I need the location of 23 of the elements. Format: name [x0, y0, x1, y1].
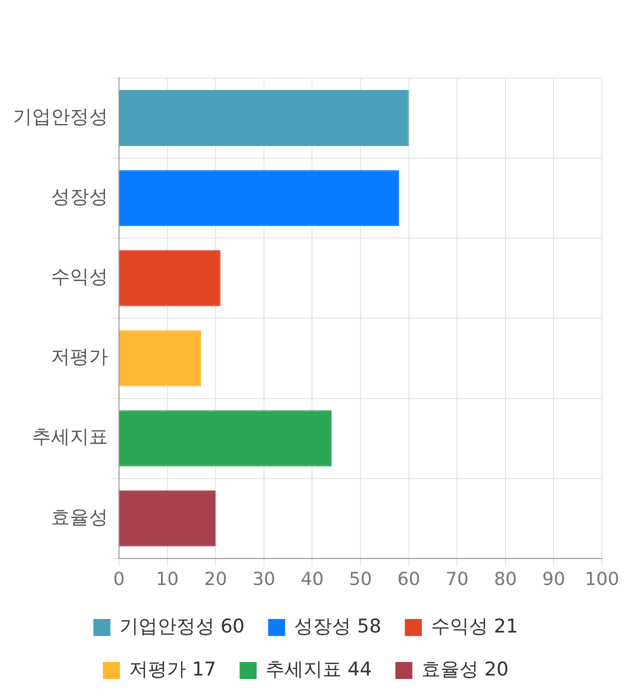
legend-label: 추세지표 44: [266, 658, 372, 680]
x-tick-label: 10: [156, 568, 179, 590]
x-tick-label: 20: [204, 568, 228, 590]
y-tick-label: 기업안정성: [13, 106, 108, 128]
x-tick-label: 60: [397, 568, 420, 590]
y-tick-label: 성장성: [51, 186, 108, 208]
x-tick-label: 0: [113, 568, 125, 590]
x-tick-label: 40: [300, 568, 324, 590]
legend-label: 성장성 58: [294, 615, 382, 638]
y-tick-label: 추세지표: [32, 426, 108, 448]
x-tick-label: 30: [252, 568, 276, 590]
legend-label: 기업안정성 60: [119, 615, 245, 638]
y-tick-label: 저평가: [51, 346, 108, 368]
legend-label: 저평가 17: [128, 658, 216, 680]
legend-label: 효율성 20: [421, 658, 509, 680]
x-tick-label: 80: [494, 568, 517, 590]
x-tick-label: 100: [584, 568, 620, 590]
x-tick-label: 70: [446, 568, 469, 590]
x-tick-label: 50: [349, 568, 372, 590]
y-tick-label: 효율성: [51, 506, 108, 528]
y-tick-label: 수익성: [51, 266, 108, 288]
legend-label: 수익성 21: [430, 615, 518, 638]
x-tick-label: 90: [542, 568, 566, 590]
